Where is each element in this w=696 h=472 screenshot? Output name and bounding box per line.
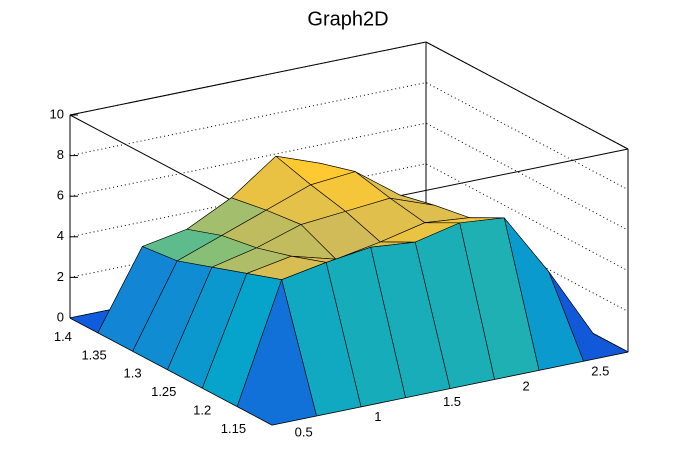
x-tick-label: 2 <box>523 379 530 394</box>
x-tick-label: 1.5 <box>443 394 461 409</box>
z-tick-label: 4 <box>57 228 64 243</box>
y-tick-label: 1.3 <box>124 366 142 381</box>
box-edge <box>425 41 629 150</box>
chart-title: Graph2D <box>307 8 388 30</box>
x-tick-label: 2.5 <box>591 364 609 379</box>
z-tick-label: 0 <box>57 309 64 324</box>
surface-cell <box>236 279 317 426</box>
z-tick-label: 6 <box>57 188 64 203</box>
y-tick-label: 1.15 <box>221 421 246 436</box>
z-tick-label: 2 <box>57 269 64 284</box>
x-tick-label: 0.5 <box>295 424 313 439</box>
y-tick-label: 1.2 <box>193 403 211 418</box>
y-tick-label: 1.35 <box>81 347 106 362</box>
y-tick-label: 1.25 <box>151 384 176 399</box>
z-tick-label: 10 <box>50 106 64 121</box>
x-tick-label: 1 <box>374 409 381 424</box>
y-tick-label: 1.4 <box>54 329 72 344</box>
z-tick-label: 8 <box>57 147 64 162</box>
